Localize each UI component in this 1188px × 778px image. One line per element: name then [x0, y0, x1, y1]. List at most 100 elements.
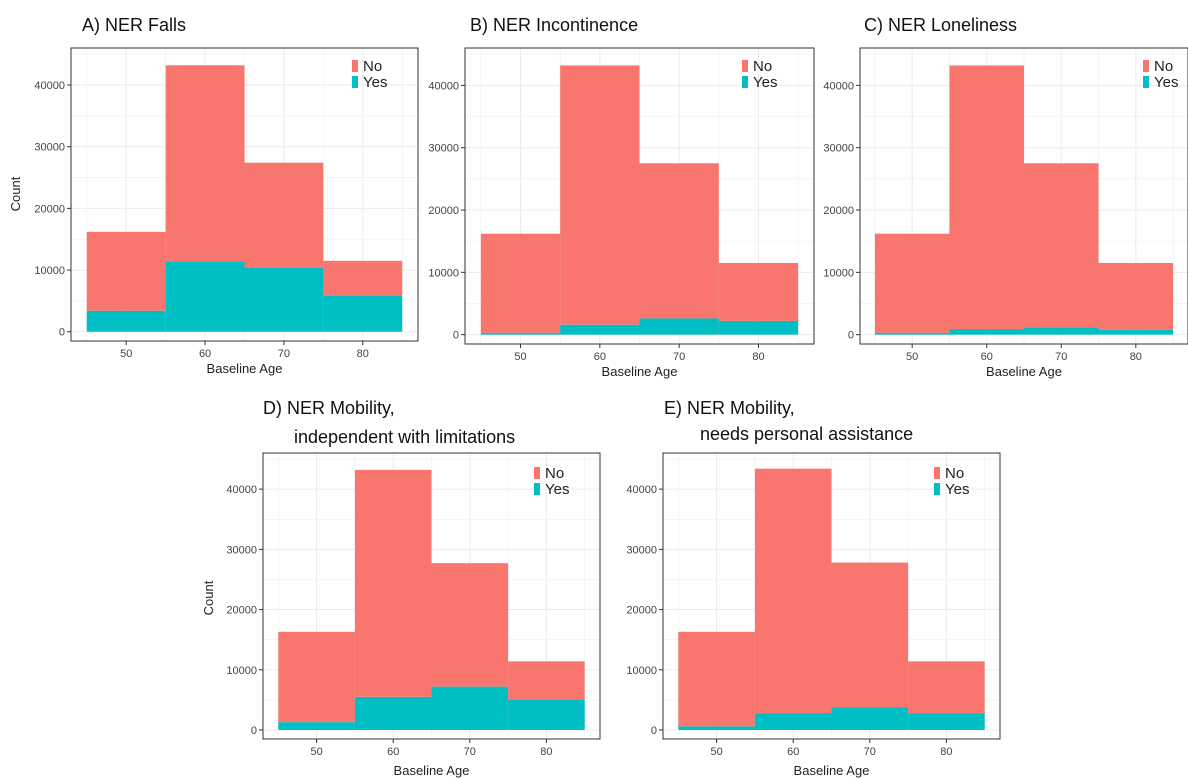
- y-tick-label: 10000: [626, 665, 657, 677]
- y-tick-label: 20000: [34, 203, 65, 215]
- x-axis-title: Baseline Age: [794, 763, 870, 778]
- bar-yes-65-75: [639, 318, 719, 335]
- legend-swatch-yes: [934, 483, 940, 495]
- bar-no-75-85: [908, 661, 985, 714]
- bar-no-55-65: [165, 65, 245, 262]
- bar-yes-45-55: [480, 332, 561, 335]
- legend-swatch-yes: [742, 76, 748, 88]
- legend-label-no: No: [945, 465, 964, 482]
- chart-title: C) NER Loneliness: [864, 15, 1017, 35]
- x-tick-label: 80: [940, 746, 952, 758]
- y-tick-label: 40000: [226, 484, 257, 496]
- chart-panel-0: A) NER Falls 0 10000 20000 30000 40000 50 60 70 8…: [8, 15, 419, 376]
- bar-no-65-75: [244, 162, 324, 268]
- y-tick-label: 10000: [34, 265, 65, 277]
- x-tick-label: 50: [310, 746, 322, 758]
- y-tick-label: 40000: [823, 80, 854, 92]
- y-tick-label: 30000: [823, 143, 854, 155]
- bar-no-75-85: [718, 262, 799, 321]
- x-tick-label: 60: [981, 351, 993, 363]
- legend-swatch-yes: [1143, 76, 1149, 88]
- x-tick-label: 60: [387, 746, 399, 758]
- chart-title: A) NER Falls: [82, 15, 186, 35]
- panel-border: [262, 452, 601, 740]
- x-tick-label: 70: [464, 746, 476, 758]
- x-tick-label: 60: [199, 348, 211, 360]
- legend-label-yes: Yes: [753, 74, 777, 91]
- x-tick-label: 60: [594, 351, 606, 363]
- bar-no-65-75: [831, 562, 909, 708]
- bar-no-45-55: [278, 631, 355, 723]
- legend-swatch-no: [1143, 60, 1149, 72]
- y-tick-label: 40000: [34, 80, 65, 92]
- panel-border: [70, 47, 419, 342]
- legend-label-no: No: [753, 58, 772, 75]
- chart-title: needs personal assistance: [700, 424, 913, 444]
- x-tick-label: 60: [787, 746, 799, 758]
- y-tick-label: 0: [453, 330, 459, 342]
- legend-label-yes: Yes: [1154, 74, 1178, 91]
- bar-yes-75-85: [323, 295, 403, 332]
- x-tick-label: 50: [906, 351, 918, 363]
- y-tick-label: 30000: [428, 143, 459, 155]
- bar-yes-65-75: [831, 707, 909, 730]
- bar-yes-55-65: [754, 713, 832, 730]
- chart-title: D) NER Mobility,: [263, 398, 395, 418]
- panel-border: [464, 47, 815, 345]
- x-tick-label: 70: [1055, 351, 1067, 363]
- bar-no-45-55: [480, 233, 561, 333]
- bar-no-75-85: [323, 260, 403, 296]
- y-tick-label: 30000: [34, 142, 65, 154]
- bar-yes-55-65: [560, 324, 640, 335]
- legend-swatch-no: [742, 60, 748, 72]
- x-axis-title: Baseline Age: [207, 361, 283, 376]
- legend-swatch-no: [934, 467, 940, 479]
- bar-no-55-65: [560, 65, 640, 325]
- bar-yes-55-65: [354, 696, 432, 730]
- panel-border: [859, 47, 1188, 345]
- bar-no-65-75: [639, 163, 719, 319]
- bar-no-65-75: [431, 563, 509, 687]
- bar-yes-75-85: [908, 713, 985, 730]
- y-tick-label: 10000: [428, 267, 459, 279]
- bar-yes-55-65: [165, 261, 245, 332]
- chart-title: E) NER Mobility,: [664, 398, 795, 418]
- x-tick-label: 70: [278, 348, 290, 360]
- y-axis-title: Count: [201, 580, 216, 615]
- x-tick-label: 80: [752, 351, 764, 363]
- bar-yes-45-55: [678, 726, 755, 730]
- legend-label-yes: Yes: [545, 481, 569, 498]
- x-tick-label: 70: [864, 746, 876, 758]
- legend-label-yes: Yes: [945, 481, 969, 498]
- y-tick-label: 0: [251, 725, 257, 737]
- x-tick-label: 70: [673, 351, 685, 363]
- bar-yes-75-85: [1098, 329, 1174, 335]
- x-tick-label: 50: [710, 746, 722, 758]
- bar-yes-75-85: [508, 699, 585, 730]
- y-axis-title: Count: [8, 176, 23, 211]
- y-tick-label: 20000: [823, 205, 854, 217]
- bar-no-65-75: [1024, 163, 1099, 328]
- bar-yes-45-55: [86, 310, 166, 332]
- y-tick-label: 10000: [226, 665, 257, 677]
- x-tick-label: 50: [514, 351, 526, 363]
- bar-yes-45-55: [278, 722, 355, 730]
- x-axis-title: Baseline Age: [602, 364, 678, 379]
- bar-no-55-65: [754, 468, 832, 714]
- chart-panel-3: D) NER Mobility, independent with limitat…: [201, 398, 601, 778]
- legend-swatch-no: [534, 467, 540, 479]
- x-axis-title: Baseline Age: [394, 763, 470, 778]
- chart-panel-2: C) NER Loneliness 0 10000 20000 30000 40000 50…: [823, 15, 1188, 379]
- x-tick-label: 80: [540, 746, 552, 758]
- chart-panel-1: B) NER Incontinence 0 10000 20000 30000 40000…: [428, 15, 815, 379]
- x-tick-label: 80: [1130, 351, 1142, 363]
- y-tick-label: 20000: [626, 605, 657, 617]
- legend-label-no: No: [1154, 58, 1173, 75]
- x-tick-label: 50: [120, 348, 132, 360]
